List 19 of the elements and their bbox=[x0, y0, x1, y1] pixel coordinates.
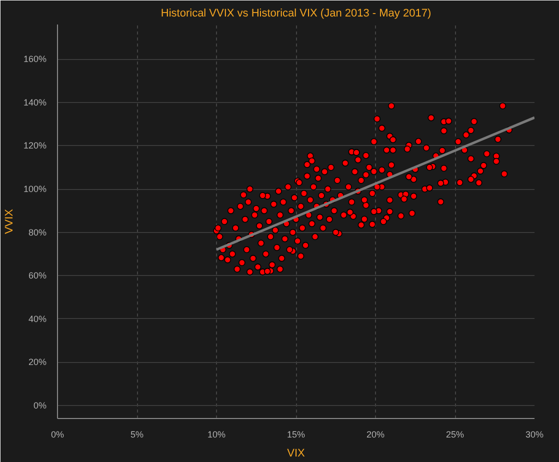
y-tick-label: 60% bbox=[28, 270, 46, 281]
chart-title: Historical VVIX vs Historical VIX (Jan 2013 - May 2017) bbox=[160, 8, 432, 20]
x-tick-label: 0% bbox=[50, 430, 64, 440]
y-tick-label: 120% bbox=[23, 140, 47, 151]
x-tick-label: 20% bbox=[366, 430, 385, 440]
y-tick-label: 80% bbox=[28, 227, 46, 238]
x-axis-title: VIX bbox=[287, 448, 306, 460]
y-tick-label: 160% bbox=[23, 54, 47, 64]
y-tick-label: 100% bbox=[23, 184, 47, 194]
x-tick-label: 10% bbox=[207, 430, 226, 440]
x-tick-label: 30% bbox=[525, 430, 544, 440]
x-tick-label: 25% bbox=[446, 430, 464, 440]
y-axis-title: VVIX bbox=[3, 208, 16, 234]
y-tick-label: 40% bbox=[28, 314, 46, 324]
y-tick-label: 140% bbox=[23, 97, 47, 108]
x-tick-label: 15% bbox=[286, 430, 306, 440]
y-tick-label: 0% bbox=[33, 400, 47, 411]
y-tick-label: 20% bbox=[28, 357, 46, 368]
x-tick-label: 5% bbox=[130, 430, 144, 440]
